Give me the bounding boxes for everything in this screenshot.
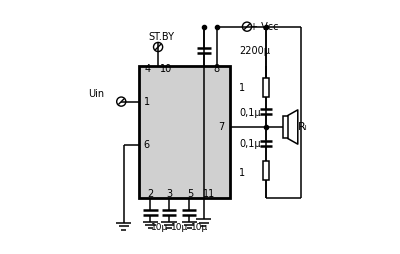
Text: 10μ: 10μ [171, 223, 188, 232]
Text: 5: 5 [187, 189, 193, 199]
Text: 4: 4 [145, 64, 151, 74]
Text: 1: 1 [144, 97, 150, 107]
Text: 3: 3 [166, 189, 172, 199]
Text: 1: 1 [239, 83, 246, 93]
Text: 7: 7 [218, 122, 224, 132]
Text: Uin: Uin [88, 89, 104, 99]
Bar [263, 78, 269, 97]
Text: 2200μ: 2200μ [239, 46, 270, 56]
Text: 0,1μ: 0,1μ [239, 138, 261, 149]
Text: 8: 8 [214, 64, 220, 74]
Bar [263, 161, 269, 180]
Text: 10μ: 10μ [191, 223, 208, 232]
Text: + Vcc: + Vcc [250, 22, 278, 32]
Text: 11: 11 [203, 189, 215, 199]
Bar [283, 116, 288, 138]
Text: ST.BY: ST.BY [148, 32, 174, 42]
Text: Rₗ: Rₗ [298, 122, 308, 132]
Text: 0,1μ: 0,1μ [239, 108, 261, 118]
Text: 10: 10 [160, 64, 172, 74]
Text: 1: 1 [239, 168, 246, 178]
Text: 2: 2 [147, 189, 154, 199]
Text: 6: 6 [144, 140, 150, 150]
Bar [139, 66, 230, 198]
Text: 10μ: 10μ [151, 223, 168, 232]
